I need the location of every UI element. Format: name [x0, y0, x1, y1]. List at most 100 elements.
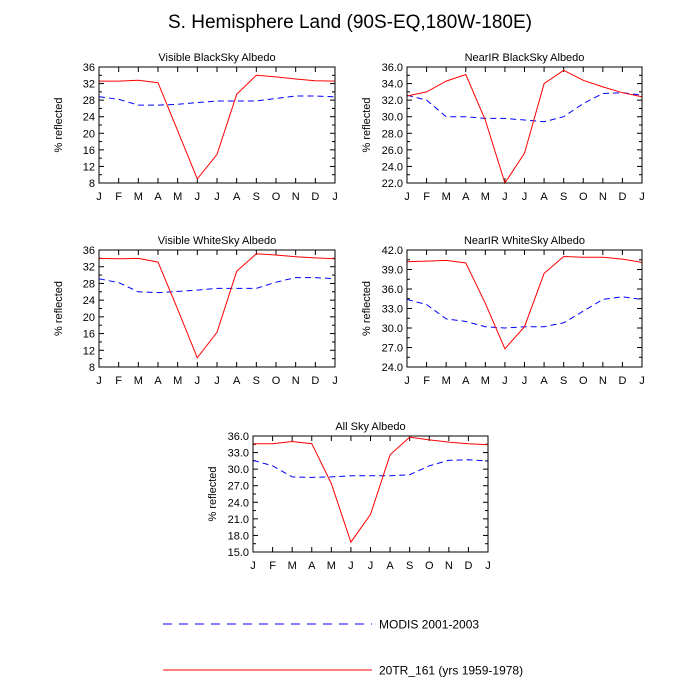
chart-3-ytick-label: 33.0: [382, 304, 403, 316]
chart-3-xtick-label: F: [423, 375, 430, 387]
chart-2-ylabel: % reflected: [53, 281, 65, 336]
chart-0-xtick-label: F: [115, 191, 122, 203]
legend: MODIS 2001-2003 20TR_161 (yrs 1959-1978): [163, 618, 523, 678]
chart-0-ytick-label: 36: [83, 62, 95, 74]
chart-1-xtick-label: D: [618, 191, 626, 203]
figure-title: S. Hemisphere Land (90S-EQ,180W-180E): [168, 12, 532, 33]
chart-4-frame: [252, 435, 489, 553]
chart-1-ytick-label: 26.0: [382, 145, 403, 157]
chart-0-xtick-label: J: [96, 191, 102, 203]
chart-0-xtick-label: M: [134, 191, 143, 203]
chart-0-ytick-label: 12: [83, 161, 95, 173]
chart-1-xtick-label: A: [540, 191, 548, 203]
chart-1-ytick-label: 24.0: [382, 161, 403, 173]
chart-1-xtick-label: A: [462, 191, 470, 203]
chart-1-nearir-blacksky-albedo: NearIR BlackSky Albedo % reflected 22.0 24.…: [361, 52, 645, 203]
chart-0-xtick-label: J: [195, 191, 201, 203]
chart-1-ytick-label: 36.0: [382, 62, 403, 74]
chart-4-all-sky-albedo: All Sky Albedo % reflected 15.0 18.0 21.0 24.…: [207, 421, 491, 572]
chart-2-xtick-label: M: [173, 375, 182, 387]
chart-4-ytick-label: 24.0: [228, 497, 249, 509]
chart-2-visible-whitesky-albedo: Visible WhiteSky Albedo % reflected 8 12 16 2…: [53, 235, 338, 387]
chart-1-ytick-label: 22.0: [382, 178, 403, 190]
chart-4-ytick-label: 30.0: [228, 464, 249, 476]
chart-3-series-20tr-161-yrs-1959-1978: [406, 255, 643, 350]
chart-3-xtick-label: S: [560, 375, 567, 387]
chart-4-ytick-label: 33.0: [228, 448, 249, 460]
chart-0-xtick-label: A: [154, 191, 162, 203]
chart-3-title: NearIR WhiteSky Albedo: [464, 235, 585, 247]
chart-4-xtick-label: J: [485, 560, 491, 572]
chart-2-xtick-label: N: [292, 375, 300, 387]
chart-2-xtick-label: A: [154, 375, 162, 387]
chart-4-xtick-label: A: [386, 560, 394, 572]
chart-2-ytick-label: 28: [83, 278, 95, 290]
chart-0-ytick-label: 20: [83, 128, 95, 140]
chart-3-ytick-label: 39.0: [382, 265, 403, 277]
chart-2-xtick-label: O: [272, 375, 281, 387]
chart-4-xtick-label: O: [425, 560, 434, 572]
chart-4-xtick-label: S: [406, 560, 413, 572]
chart-1-series-modis-2001-2003: [406, 92, 643, 123]
chart-4-ytick-label: 21.0: [228, 514, 249, 526]
chart-1-xtick-label: F: [423, 191, 430, 203]
chart-1-xtick-label: M: [442, 191, 451, 203]
chart-4-xtick-label: J: [348, 560, 354, 572]
chart-4-xtick-label: F: [269, 560, 276, 572]
chart-2-series-modis-2001-2003: [98, 277, 336, 294]
chart-1-xtick-label: N: [599, 191, 607, 203]
chart-4-ytick-label: 15.0: [228, 547, 249, 559]
chart-2-ytick-label: 8: [89, 362, 95, 374]
chart-2-xtick-label: M: [134, 375, 143, 387]
chart-1-ytick-label: 34.0: [382, 79, 403, 91]
chart-3-xtick-label: O: [579, 375, 588, 387]
chart-4-xtick-label: N: [445, 560, 453, 572]
chart-2-xtick-label: J: [214, 375, 220, 387]
chart-0-xtick-label: J: [214, 191, 220, 203]
chart-3-xtick-label: M: [481, 375, 490, 387]
chart-3-xtick-label: N: [599, 375, 607, 387]
chart-0-title: Visible BlackSky Albedo: [158, 52, 275, 64]
chart-2-ytick-label: 20: [83, 312, 95, 324]
chart-2-xtick-label: A: [233, 375, 241, 387]
chart-4-series-20tr-161-yrs-1959-1978: [253, 436, 489, 544]
chart-3-ytick-label: 42.0: [382, 245, 403, 257]
chart-1-series-20tr-161-yrs-1959-1978: [406, 69, 643, 185]
chart-1-xtick-label: J: [522, 191, 528, 203]
chart-0-xtick-label: J: [332, 191, 338, 203]
chart-3-xtick-label: A: [462, 375, 470, 387]
chart-2-ytick-label: 36: [83, 245, 95, 257]
chart-2-xtick-label: D: [311, 375, 319, 387]
chart-0-xtick-label: N: [292, 191, 300, 203]
chart-3-ytick-label: 30.0: [382, 323, 403, 335]
chart-3-xtick-label: J: [502, 375, 508, 387]
chart-0-ytick-label: 24: [83, 112, 95, 124]
chart-1-xtick-label: O: [579, 191, 588, 203]
chart-0-ytick-label: 16: [83, 145, 95, 157]
chart-0-ylabel: % reflected: [53, 97, 65, 152]
chart-3-frame: [406, 249, 643, 368]
chart-4-title: All Sky Albedo: [335, 421, 405, 433]
chart-2-ytick-label: 32: [83, 262, 95, 274]
chart-4-xtick-label: M: [288, 560, 297, 572]
chart-1-xtick-label: S: [560, 191, 567, 203]
chart-1-xtick-label: M: [481, 191, 490, 203]
chart-0-series-modis-2001-2003: [98, 95, 336, 106]
chart-3-xtick-label: J: [522, 375, 528, 387]
chart-2-ytick-label: 16: [83, 329, 95, 341]
chart-2-xtick-label: J: [96, 375, 102, 387]
chart-1-frame: [406, 66, 643, 184]
chart-4-xtick-label: J: [250, 560, 256, 572]
chart-1-xtick-label: J: [639, 191, 645, 203]
chart-0-ytick-label: 8: [89, 178, 95, 190]
chart-1-ytick-label: 32.0: [382, 95, 403, 107]
chart-0-xtick-label: M: [173, 191, 182, 203]
chart-0-xtick-label: O: [272, 191, 281, 203]
chart-4-ytick-label: 36.0: [228, 431, 249, 443]
chart-2-ytick-label: 12: [83, 345, 95, 357]
chart-4-ylabel: % reflected: [207, 466, 219, 521]
chart-4-xtick-label: M: [327, 560, 336, 572]
chart-3-xtick-label: M: [442, 375, 451, 387]
chart-1-title: NearIR BlackSky Albedo: [465, 52, 585, 64]
